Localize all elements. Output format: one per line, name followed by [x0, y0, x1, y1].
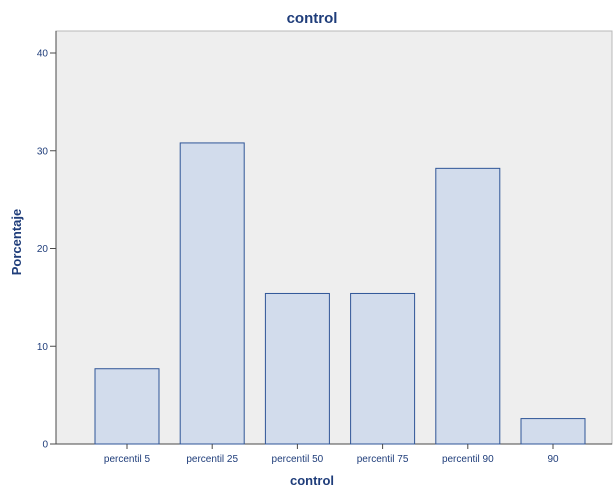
x-axis-category-labels: percentil 5 percentil 25 percentil 50 perce…: [104, 444, 559, 465]
y-axis-title: Porcentaje: [9, 209, 24, 275]
y-tick-label: 30: [37, 146, 49, 157]
bar: [435, 167, 501, 445]
y-tick-label: 0: [42, 440, 48, 451]
bar: [264, 292, 330, 445]
bar-series: [94, 142, 586, 445]
x-tick-label: percentil 90: [442, 454, 494, 465]
bar: [350, 292, 416, 445]
bar: [520, 418, 586, 445]
bar: [94, 368, 160, 445]
y-tick-label: 40: [37, 49, 49, 60]
x-axis-title: control: [290, 473, 334, 487]
y-tick-label: 10: [37, 342, 49, 353]
bar: [179, 142, 245, 445]
chart-title: control: [287, 10, 338, 27]
x-tick-label: percentil 75: [357, 454, 409, 465]
x-tick-label: percentil 5: [104, 454, 151, 465]
x-tick-label: 90: [547, 454, 559, 465]
y-tick-label: 20: [37, 244, 49, 255]
y-axis-ticks: 0 10 20 30 40: [37, 49, 56, 451]
x-tick-label: percentil 50: [272, 454, 324, 465]
x-tick-label: percentil 25: [186, 454, 238, 465]
